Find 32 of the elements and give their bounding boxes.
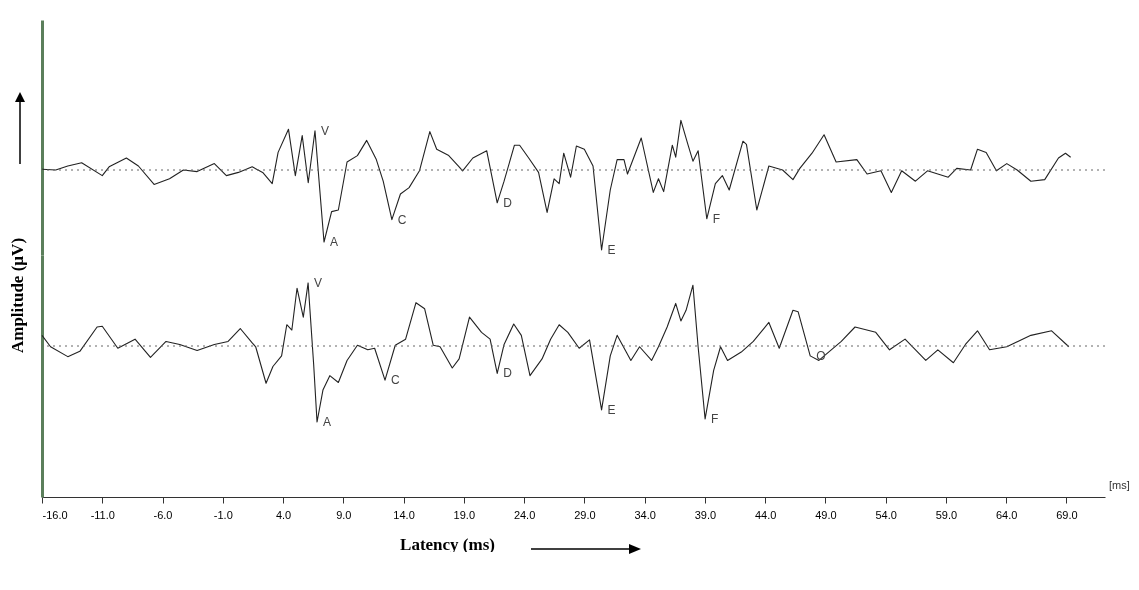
x-tick-label: 39.0 [694,508,717,521]
x-tick-label: 69.0 [1056,508,1078,521]
x-tick-label: 24.0 [513,508,536,521]
text: [ms] [1109,479,1130,491]
annotation: V [320,123,329,138]
annotation: F [711,411,719,426]
annotation: E [607,402,616,417]
x-tick-label: 64.0 [995,508,1018,521]
annotation: D [503,366,513,381]
annotation: A [330,235,339,249]
x-tick-label: 34.0 [634,508,656,521]
x-tick-label: -11.0 [90,508,115,521]
annotation: D [503,195,513,210]
x-tick-label: 59.0 [935,508,958,521]
annotation: C [397,212,407,227]
x-tick-label: 49.0 [815,508,837,521]
x-tick-label: 29.0 [574,508,596,521]
y-axis-title: Amplitude (µV) [7,237,27,354]
x-tick-label: -16.0 [42,508,68,521]
x-tick-label: 14.0 [393,508,415,521]
x-tick-label: 4.0 [275,508,292,521]
x-tick-label: 19.0 [453,508,476,521]
x-tick-label: -1.0 [213,508,233,521]
annotation: F [712,211,721,226]
annotation: C [391,373,400,388]
annotation: E [607,243,616,257]
x-tick-label: -6.0 [153,508,173,521]
x-tick-label: 44.0 [754,508,777,521]
x-tick-label: 54.0 [875,508,897,521]
annotation: V [314,275,323,290]
x-tick-label: 9.0 [336,508,352,521]
annotation: A [323,415,332,429]
